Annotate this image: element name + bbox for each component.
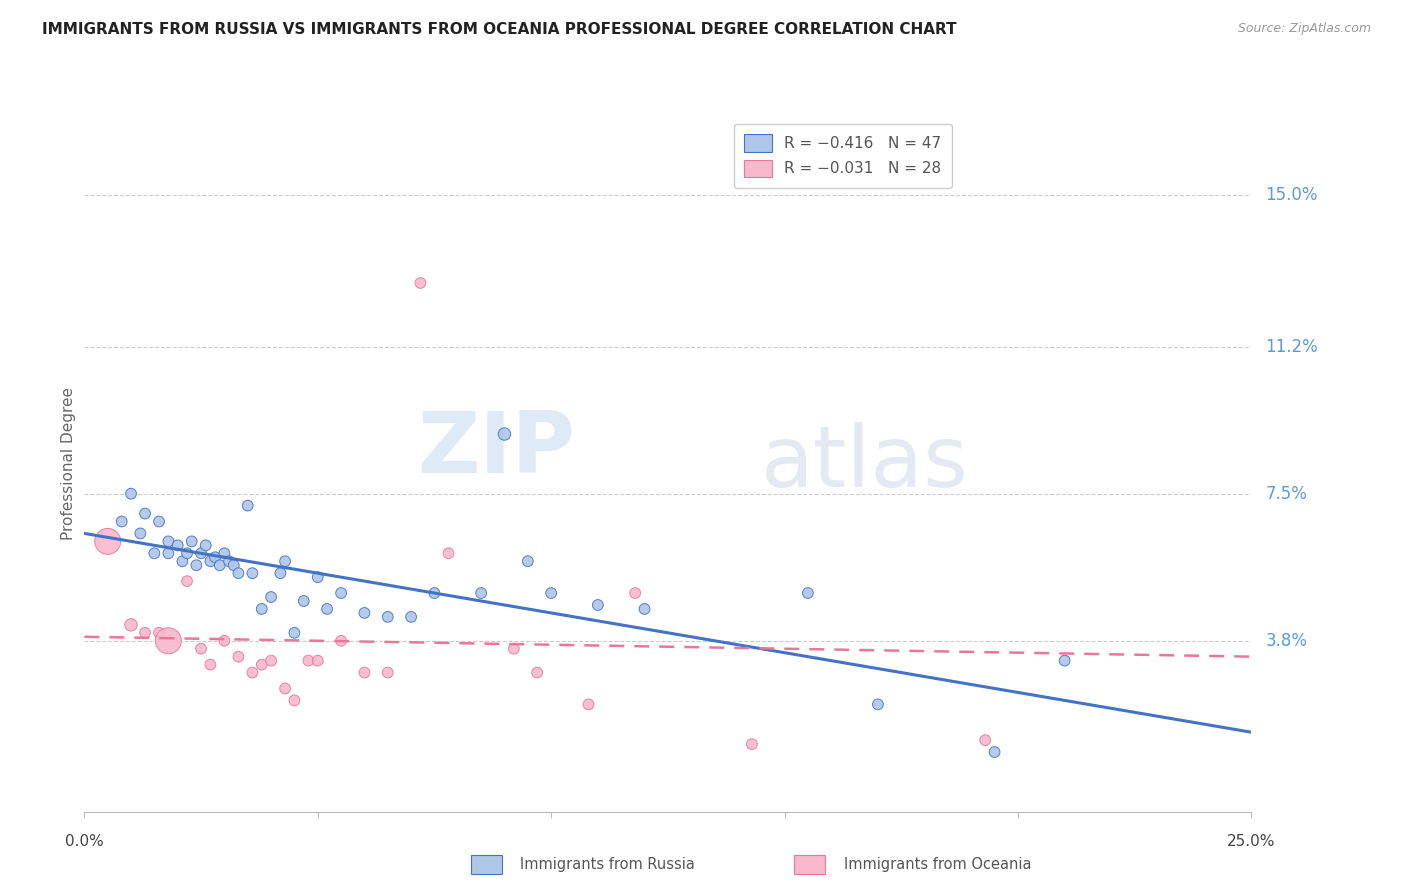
Point <box>134 507 156 521</box>
Point <box>297 654 319 668</box>
Point <box>494 427 516 442</box>
Point <box>260 654 283 668</box>
Point <box>111 515 134 529</box>
Text: ZIP: ZIP <box>416 409 575 491</box>
Point <box>353 606 375 620</box>
Point <box>250 602 273 616</box>
Point <box>148 515 170 529</box>
Point <box>204 550 226 565</box>
Point <box>741 737 763 751</box>
Point <box>176 546 198 560</box>
Point <box>470 586 492 600</box>
Text: 25.0%: 25.0% <box>1227 834 1275 849</box>
Point <box>983 745 1005 759</box>
Point <box>269 566 291 581</box>
Text: IMMIGRANTS FROM RUSSIA VS IMMIGRANTS FROM OCEANIA PROFESSIONAL DEGREE CORRELATIO: IMMIGRANTS FROM RUSSIA VS IMMIGRANTS FRO… <box>42 22 957 37</box>
Point <box>283 625 305 640</box>
Point <box>134 625 156 640</box>
Point <box>214 546 236 560</box>
Point <box>190 546 212 560</box>
Point <box>423 586 446 600</box>
Text: atlas: atlas <box>761 422 969 506</box>
Text: Immigrants from Russia: Immigrants from Russia <box>520 857 695 872</box>
Point <box>578 698 600 712</box>
Point <box>120 618 142 632</box>
Text: 11.2%: 11.2% <box>1265 337 1319 356</box>
Point <box>228 649 250 664</box>
Point <box>502 641 524 656</box>
Point <box>157 534 180 549</box>
Point <box>157 546 180 560</box>
Point <box>377 610 399 624</box>
Point <box>409 276 432 290</box>
Point <box>586 598 609 612</box>
Point <box>274 554 297 568</box>
Point <box>633 602 655 616</box>
Point <box>437 546 460 560</box>
Point <box>307 570 329 584</box>
Point <box>330 586 353 600</box>
Point <box>624 586 647 600</box>
Text: Source: ZipAtlas.com: Source: ZipAtlas.com <box>1237 22 1371 36</box>
Point <box>1053 654 1076 668</box>
Point <box>250 657 273 672</box>
Point <box>292 594 315 608</box>
Point <box>200 657 222 672</box>
Point <box>316 602 339 616</box>
Point <box>283 693 305 707</box>
Point <box>97 534 120 549</box>
Text: 7.5%: 7.5% <box>1265 484 1308 503</box>
Point <box>377 665 399 680</box>
Legend: R = −0.416   N = 47, R = −0.031   N = 28: R = −0.416 N = 47, R = −0.031 N = 28 <box>734 124 952 188</box>
Point <box>242 566 264 581</box>
Point <box>148 625 170 640</box>
Point <box>186 558 208 573</box>
Text: 15.0%: 15.0% <box>1265 186 1317 204</box>
Point <box>166 538 188 552</box>
Point <box>200 554 222 568</box>
Point <box>222 558 245 573</box>
Point <box>353 665 375 680</box>
Point <box>190 641 212 656</box>
Point <box>208 558 231 573</box>
Point <box>120 486 142 500</box>
Point <box>260 590 283 604</box>
Point <box>176 574 198 588</box>
Point <box>214 633 236 648</box>
Point <box>157 633 180 648</box>
Point <box>516 554 538 568</box>
Point <box>526 665 548 680</box>
Point <box>236 499 259 513</box>
Point <box>307 654 329 668</box>
Point <box>242 665 264 680</box>
Point <box>218 554 240 568</box>
Point <box>194 538 217 552</box>
Point <box>172 554 194 568</box>
Point <box>797 586 820 600</box>
Point <box>228 566 250 581</box>
Point <box>143 546 166 560</box>
Text: Immigrants from Oceania: Immigrants from Oceania <box>844 857 1031 872</box>
Point <box>540 586 562 600</box>
Point <box>974 733 997 747</box>
Text: 0.0%: 0.0% <box>65 834 104 849</box>
Text: 3.8%: 3.8% <box>1265 632 1308 649</box>
Point <box>180 534 202 549</box>
Point <box>866 698 889 712</box>
Point <box>274 681 297 696</box>
Point <box>399 610 422 624</box>
Point <box>129 526 152 541</box>
Y-axis label: Professional Degree: Professional Degree <box>60 387 76 541</box>
Point <box>330 633 353 648</box>
